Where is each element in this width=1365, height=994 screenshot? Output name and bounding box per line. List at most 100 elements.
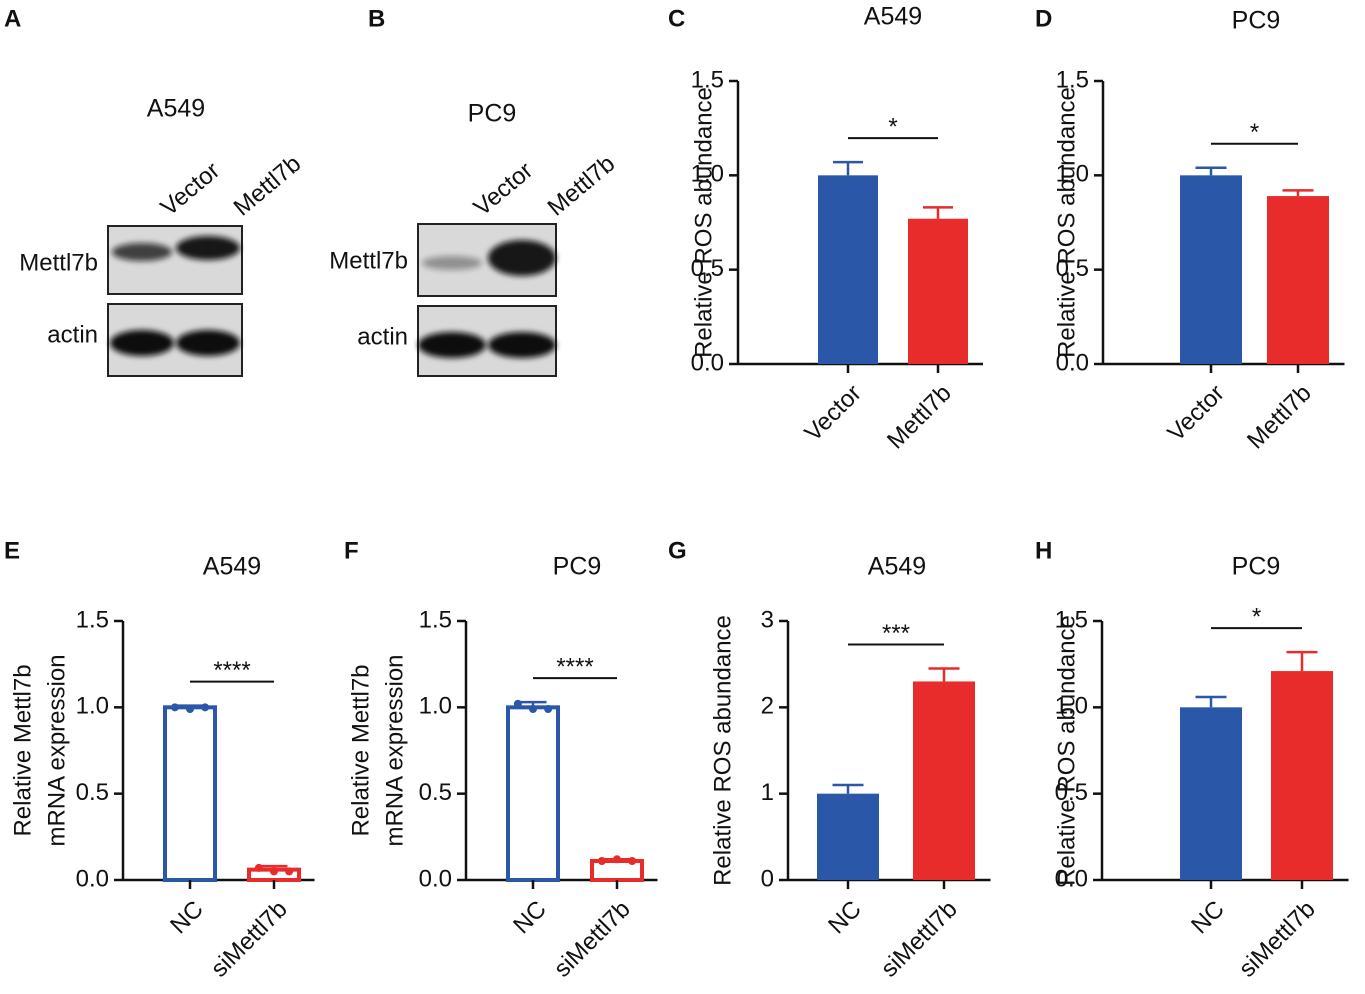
y-tick-label: 1.0: [76, 693, 109, 720]
y-tick-label: 0: [761, 865, 774, 892]
x-tick-label: Vector: [800, 380, 867, 447]
bar: [1180, 175, 1242, 364]
panel-letter: D: [1035, 5, 1052, 32]
x-tick-label: siMettl7b: [549, 896, 636, 983]
panel-letter: B: [368, 5, 385, 32]
y-tick-label: 0.5: [76, 779, 109, 806]
x-tick-label: siMettl7b: [206, 896, 293, 983]
data-point: [613, 855, 621, 864]
y-axis-label: mRNA expression: [43, 654, 70, 846]
bar: [818, 175, 878, 364]
band: [176, 236, 240, 260]
data-point: [597, 857, 606, 866]
lane-label: Mettl7b: [229, 150, 307, 221]
y-tick-label: 1.0: [1056, 161, 1089, 188]
y-axis-label: Relative Mettl7b: [347, 664, 374, 836]
significance: *: [1252, 603, 1261, 630]
significance: *: [888, 113, 897, 140]
panel-title: PC9: [468, 100, 517, 128]
y-tick-label: 1.5: [1055, 606, 1088, 633]
panel-title: PC9: [553, 553, 602, 581]
y-tick-label: 3: [761, 606, 774, 633]
x-tick-label: NC: [1186, 896, 1230, 940]
data-point: [270, 867, 278, 876]
y-tick-label: 1.0: [1055, 693, 1088, 720]
y-axis-label: Relative Mettl7b: [9, 664, 36, 836]
panel-title: PC9: [1232, 553, 1281, 581]
row-label: Mettl7b: [19, 249, 98, 276]
panel-letter: E: [4, 537, 20, 564]
x-tick-label: Mettl7b: [882, 380, 957, 455]
y-axis-label: Relative ROS abundance: [1053, 615, 1080, 886]
x-tick-label: siMettl7b: [1234, 896, 1321, 983]
y-tick-label: 0.0: [76, 865, 109, 892]
y-tick-label: 0.0: [1056, 349, 1089, 376]
blot-box: [107, 225, 243, 295]
x-tick-label: Vector: [1163, 380, 1230, 447]
band: [176, 330, 240, 356]
row-label: Mettl7b: [329, 247, 408, 274]
lane-label: Mettl7b: [543, 150, 621, 221]
band: [488, 240, 556, 276]
significance: ****: [556, 653, 593, 680]
bar: [1271, 671, 1333, 880]
bar: [913, 681, 975, 880]
panel-title: A549: [203, 553, 261, 581]
y-tick-label: 0.5: [691, 255, 724, 282]
band: [422, 256, 482, 270]
y-tick-label: 1.5: [691, 66, 724, 93]
bar: [1267, 196, 1329, 364]
bar: [163, 705, 217, 882]
x-tick-label: Mettl7b: [1242, 380, 1317, 455]
panel-letter: A: [4, 5, 21, 32]
y-tick-label: 0.0: [1055, 865, 1088, 892]
x-tick-label: NC: [165, 896, 209, 940]
y-axis-label: Relative ROS abundance: [690, 87, 717, 358]
panel-letter: H: [1035, 537, 1052, 564]
data-point: [201, 703, 210, 712]
x-tick-label: siMettl7b: [876, 896, 963, 983]
y-axis-label: mRNA expression: [381, 654, 408, 846]
panel-title: A549: [147, 95, 205, 123]
y-tick-label: 0.0: [691, 349, 724, 376]
bar: [506, 705, 560, 882]
panel-title: PC9: [1232, 7, 1281, 35]
y-tick-label: 0.5: [1055, 779, 1088, 806]
y-tick-label: 1.5: [419, 606, 452, 633]
y-axis-label: Relative ROS abundance: [709, 615, 736, 886]
band: [112, 243, 172, 261]
data-point: [186, 705, 194, 714]
data-point: [544, 705, 553, 714]
data-point: [254, 863, 263, 872]
bar: [817, 793, 879, 880]
lane-label: Vector: [156, 157, 225, 221]
data-point: [628, 857, 637, 866]
y-tick-label: 1.5: [76, 606, 109, 633]
panel-title: A549: [864, 3, 922, 31]
panel-letter: F: [344, 537, 359, 564]
data-point: [513, 699, 522, 708]
y-tick-label: 0.5: [1056, 255, 1089, 282]
significance: *: [1250, 119, 1259, 146]
data-point: [170, 703, 179, 712]
data-point: [285, 867, 294, 876]
y-tick-label: 1.5: [1056, 66, 1089, 93]
y-tick-label: 0.0: [419, 865, 452, 892]
data-point: [529, 705, 537, 714]
bar: [1180, 707, 1242, 880]
row-label: actin: [47, 321, 98, 348]
band: [110, 330, 174, 356]
band: [418, 332, 486, 358]
lane-label: Vector: [469, 157, 538, 221]
y-tick-label: 2: [761, 693, 774, 720]
significance: ****: [213, 657, 250, 684]
row-label: actin: [357, 323, 408, 350]
y-tick-label: 1: [761, 779, 774, 806]
y-tick-label: 1.0: [691, 161, 724, 188]
y-tick-label: 0.5: [419, 779, 452, 806]
y-axis-label: Relative ROS abundance: [1053, 87, 1080, 358]
panel-title: A549: [868, 553, 926, 581]
bar: [908, 218, 968, 364]
x-tick-label: NC: [508, 896, 552, 940]
